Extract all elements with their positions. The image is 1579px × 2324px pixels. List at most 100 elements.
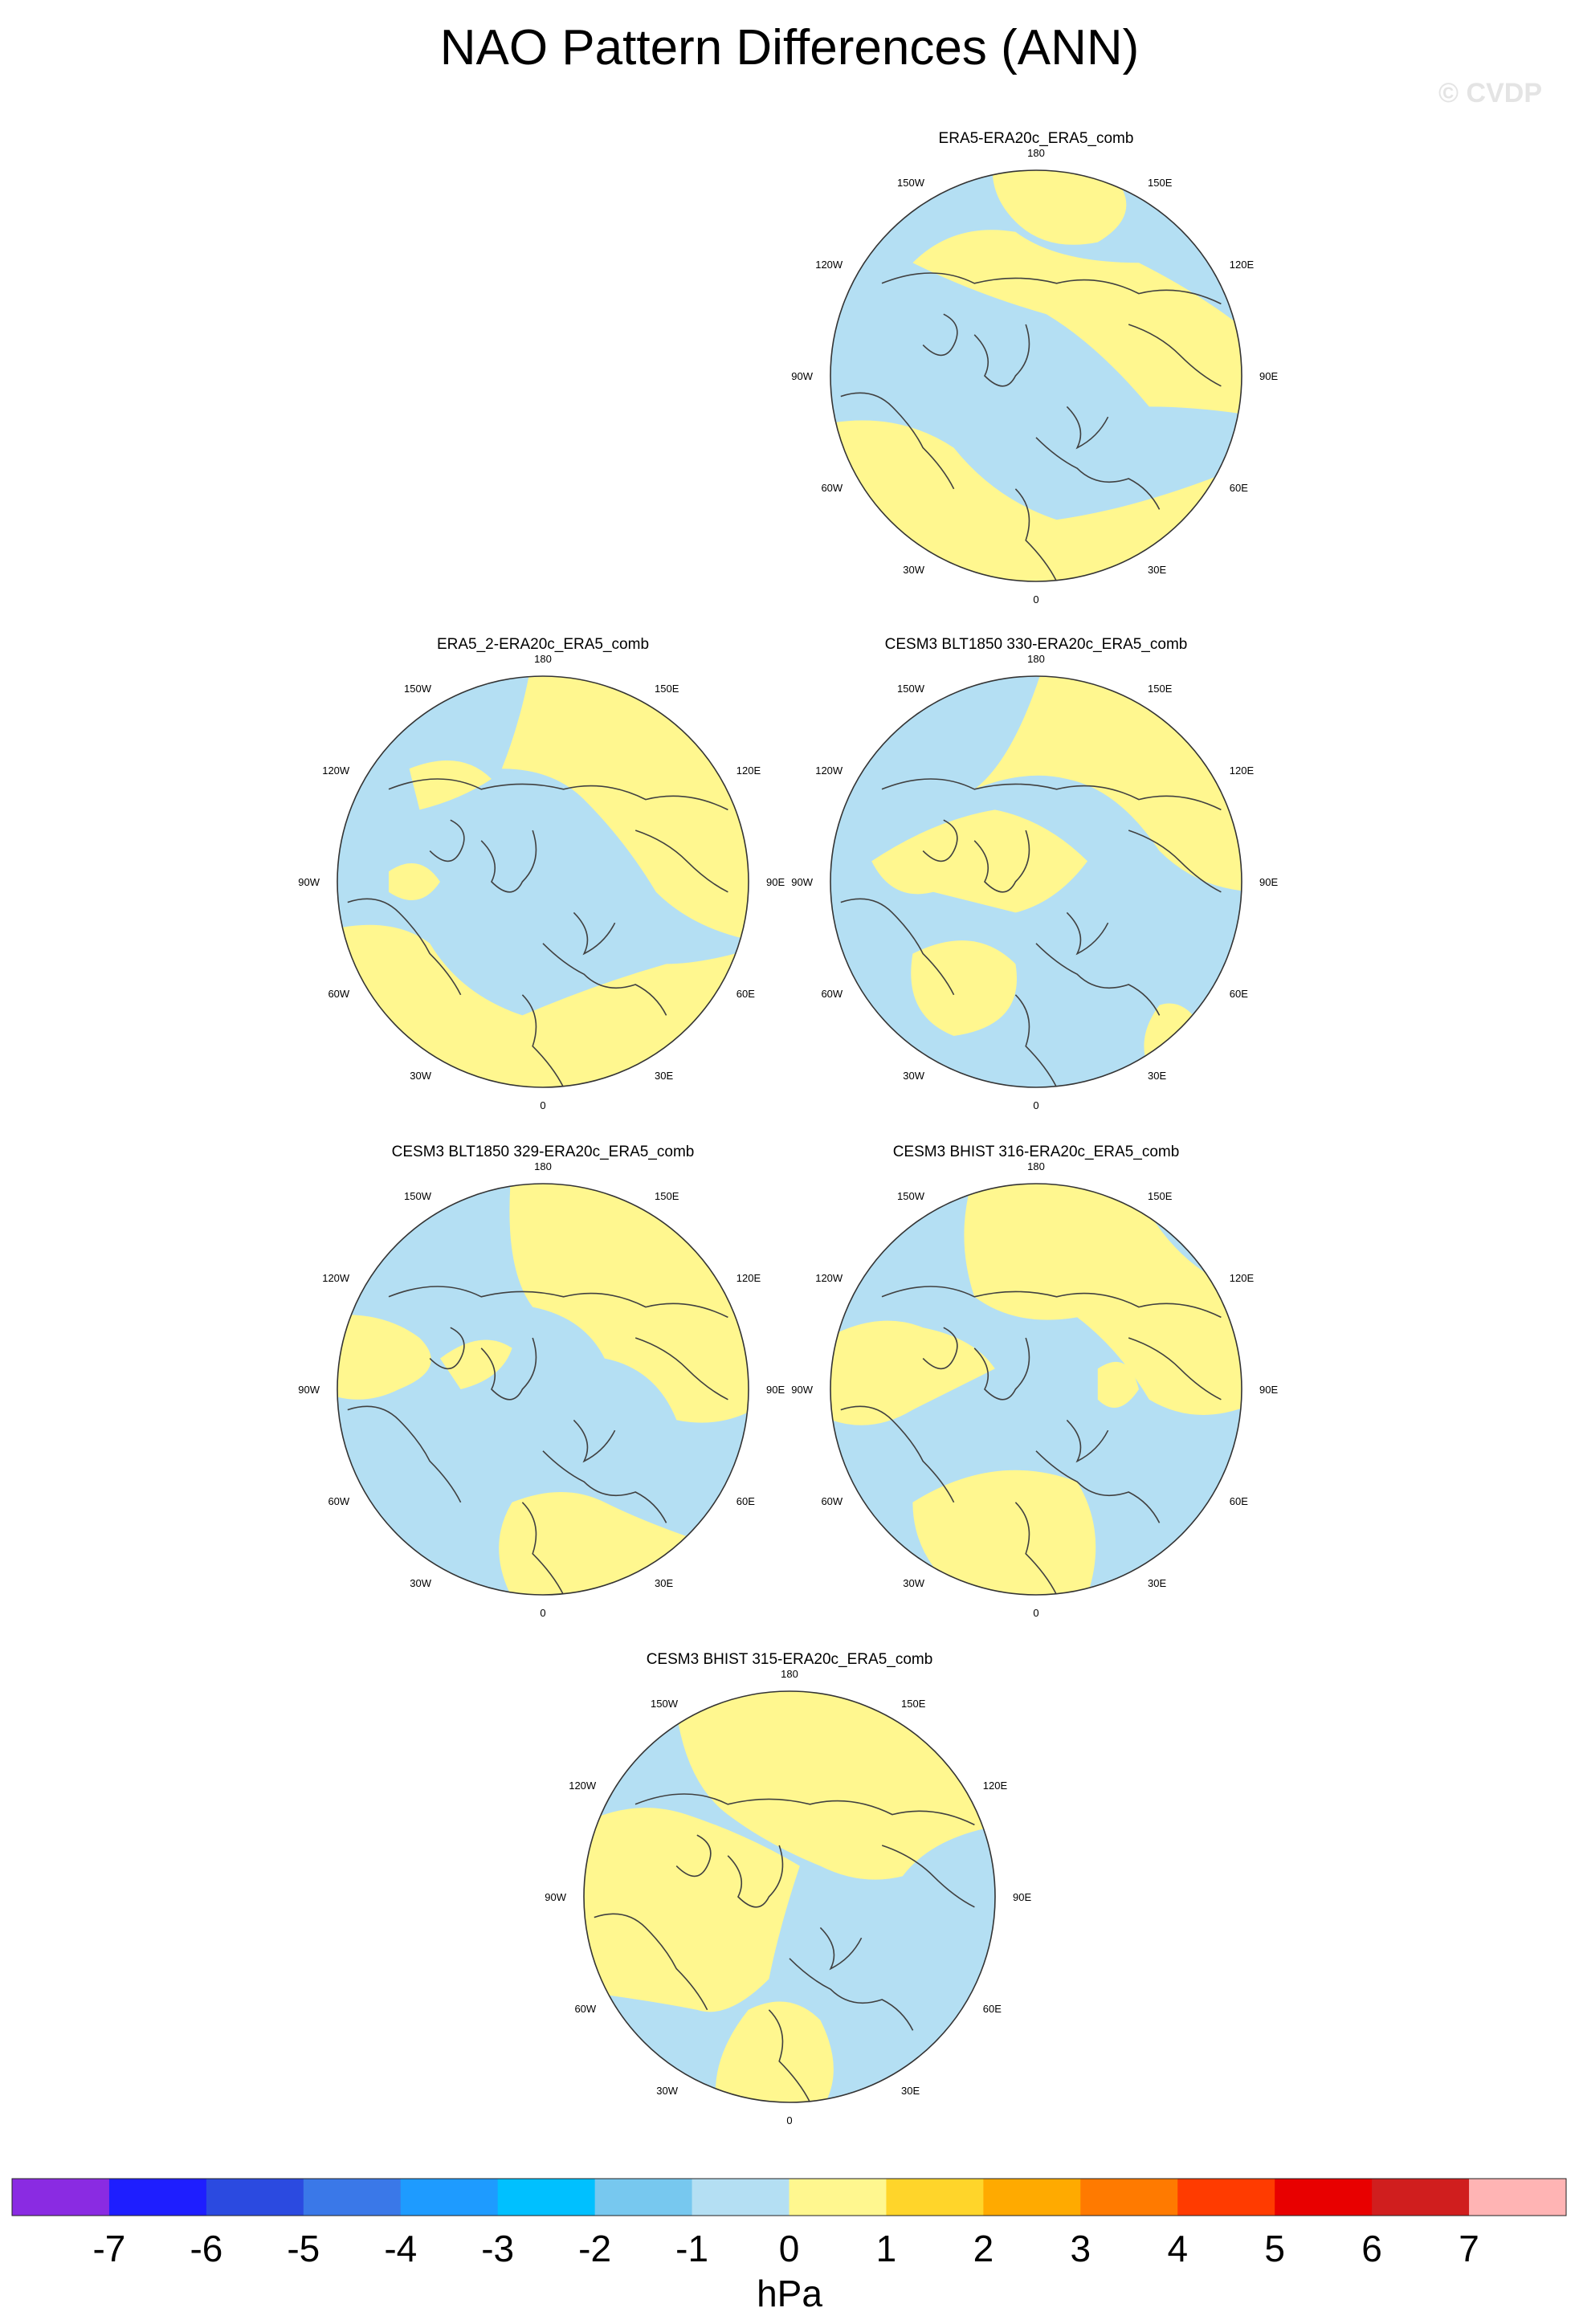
- colorbar-tick-label: -3: [481, 2228, 514, 2269]
- longitude-label: 150W: [651, 1698, 679, 1710]
- longitude-label: 120E: [1230, 259, 1255, 271]
- positive-region: [584, 1808, 800, 2012]
- colorbar-tick-label: -4: [384, 2228, 417, 2269]
- map-field: [830, 1184, 1242, 1595]
- coastline: [1066, 406, 1109, 450]
- panel-title: ERA5-ERA20c_ERA5_comb: [939, 130, 1134, 147]
- longitude-label: 120E: [1230, 764, 1255, 777]
- panels-group: ERA5-ERA20c_ERA5_comb 180 150E 120E 90E 60E 30…: [298, 130, 1278, 2126]
- longitude-label: 90E: [766, 1384, 785, 1396]
- positive-region: [337, 1315, 431, 1400]
- longitude-label: 30W: [410, 1070, 431, 1082]
- coastline: [594, 1913, 708, 2011]
- colorbar-tick-label: -5: [287, 2228, 320, 2269]
- map-border: [830, 169, 1242, 582]
- positive-region: [964, 1184, 1242, 1415]
- colorbar-swatch: [12, 2179, 110, 2216]
- longitude-label: 180: [1027, 653, 1045, 665]
- coastline: [840, 392, 955, 490]
- longitude-label: 90W: [791, 1384, 813, 1396]
- positive-region: [501, 676, 749, 944]
- longitude-label: 90W: [545, 1891, 566, 1903]
- colorbar-swatch: [108, 2179, 207, 2216]
- panel-title: CESM3 BHIST 315-ERA20c_ERA5_comb: [647, 1651, 933, 1668]
- coastline: [840, 898, 955, 996]
- coastline: [881, 1286, 1222, 1319]
- colorbar-tick-label: 6: [1361, 2228, 1382, 2269]
- colorbar-swatch: [886, 2179, 984, 2216]
- coastline: [881, 272, 1222, 305]
- longitude-label: 0: [540, 1099, 545, 1111]
- colorbar-tick-label: -2: [578, 2228, 611, 2269]
- positive-region: [911, 940, 1017, 1036]
- colorbar-swatch: [1469, 2179, 1567, 2216]
- colorbar-unit: hPa: [757, 2273, 822, 2314]
- map-border: [337, 1183, 749, 1596]
- coastline: [973, 324, 1030, 387]
- longitude-label: 120W: [815, 259, 843, 271]
- colorbar-swatch: [206, 2179, 304, 2216]
- colorbar-swatch: [1177, 2179, 1275, 2216]
- coastline: [634, 1793, 975, 1826]
- longitude-label: 30E: [1148, 1070, 1166, 1082]
- longitude-label: 30E: [1148, 1577, 1166, 1589]
- watermark: © CVDP: [1438, 78, 1542, 108]
- longitude-label: 30W: [903, 1577, 924, 1589]
- longitude-label: 150E: [901, 1698, 926, 1710]
- map-field: [584, 1691, 995, 2102]
- colorbar-tick-label: -6: [190, 2228, 222, 2269]
- colorbar-tick-label: 2: [973, 2228, 994, 2269]
- coastline: [1128, 830, 1222, 893]
- longitude-label: 120E: [736, 764, 761, 777]
- colorbar-tick-label: -1: [675, 2228, 708, 2269]
- longitude-label: 120W: [815, 764, 843, 777]
- positive-region: [409, 760, 492, 810]
- longitude-label: 60E: [1230, 482, 1248, 494]
- coastline: [388, 778, 728, 811]
- coastline: [922, 819, 958, 862]
- coastline: [347, 1405, 462, 1503]
- coastline: [1035, 1450, 1161, 1523]
- colorbar-tick-label: 3: [1071, 2228, 1091, 2269]
- longitude-label: 90W: [791, 876, 813, 888]
- longitude-label: 180: [1027, 1160, 1045, 1172]
- coastline: [521, 994, 565, 1087]
- longitude-label: 120E: [736, 1272, 761, 1284]
- longitude-label: 150W: [897, 1190, 925, 1202]
- panel-title: ERA5_2-ERA20c_ERA5_comb: [437, 636, 649, 653]
- panel-title: CESM3 BLT1850 330-ERA20c_ERA5_comb: [885, 636, 1188, 653]
- longitude-label: 60W: [328, 1495, 349, 1507]
- positive-region: [871, 809, 1087, 913]
- coastline: [388, 1286, 728, 1319]
- colorbar-frame: [11, 2178, 1567, 2216]
- longitude-label: 90E: [1259, 876, 1278, 888]
- colorbar-tick-label: -7: [92, 2228, 125, 2269]
- longitude-label: 180: [781, 1668, 798, 1680]
- longitude-label: 60W: [821, 988, 843, 1000]
- colorbar: -7 -6 -5 -4 -3 -2 -1 0 1 2 3 4 5 6 7 hPa: [11, 2178, 1567, 2314]
- longitude-label: 60E: [736, 1495, 755, 1507]
- longitude-label: 30E: [1148, 564, 1166, 576]
- coastline: [727, 1845, 784, 1908]
- longitude-label: 90E: [1259, 1384, 1278, 1396]
- colorbar-swatch: [497, 2179, 596, 2216]
- longitude-label: 30W: [903, 564, 924, 576]
- longitude-label: 60E: [1230, 1495, 1248, 1507]
- coastline: [922, 313, 958, 357]
- coastline: [573, 1419, 616, 1463]
- colorbar-swatch: [789, 2179, 887, 2216]
- colorbar-tick-label: 5: [1264, 2228, 1285, 2269]
- longitude-label: 180: [534, 1160, 552, 1172]
- longitude-label: 60W: [574, 2003, 596, 2015]
- longitude-label: 30W: [410, 1577, 431, 1589]
- coastline: [1128, 324, 1222, 387]
- longitude-label: 150E: [1148, 683, 1173, 695]
- colorbar-swatch: [594, 2179, 693, 2216]
- coastline: [542, 1450, 667, 1523]
- longitude-label: 150W: [404, 1190, 432, 1202]
- map-field: [830, 170, 1242, 581]
- longitude-label: 90E: [766, 876, 785, 888]
- coastline: [973, 830, 1030, 893]
